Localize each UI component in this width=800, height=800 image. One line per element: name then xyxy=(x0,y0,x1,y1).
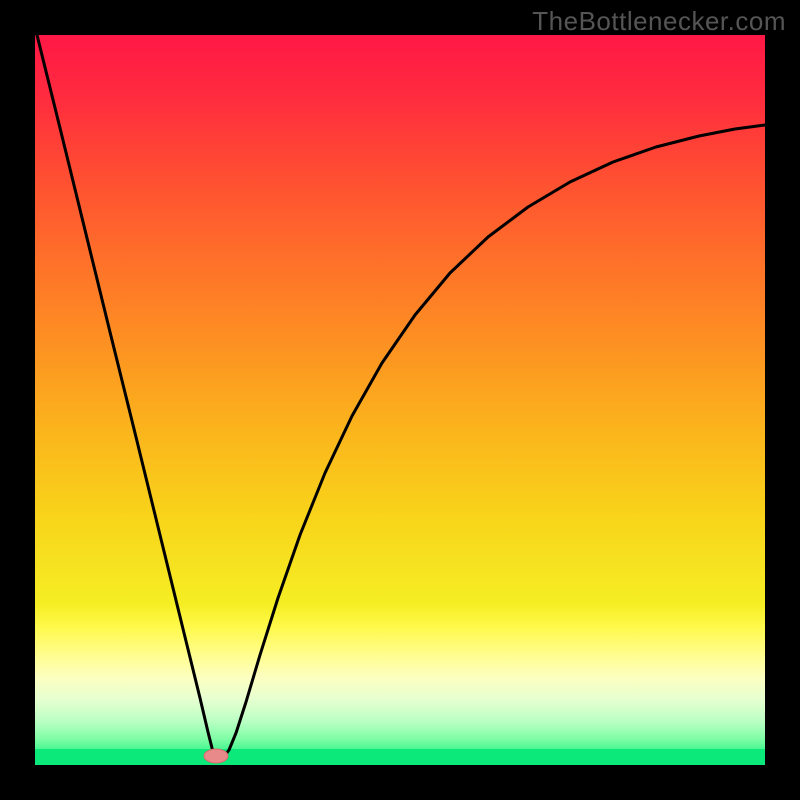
minimum-marker xyxy=(204,749,228,763)
green-bottom-band xyxy=(35,749,765,765)
bottleneck-chart-svg xyxy=(0,0,800,800)
chart-frame: TheBottlenecker.com xyxy=(0,0,800,800)
watermark-text: TheBottlenecker.com xyxy=(532,6,786,37)
plot-gradient-background xyxy=(35,35,765,765)
